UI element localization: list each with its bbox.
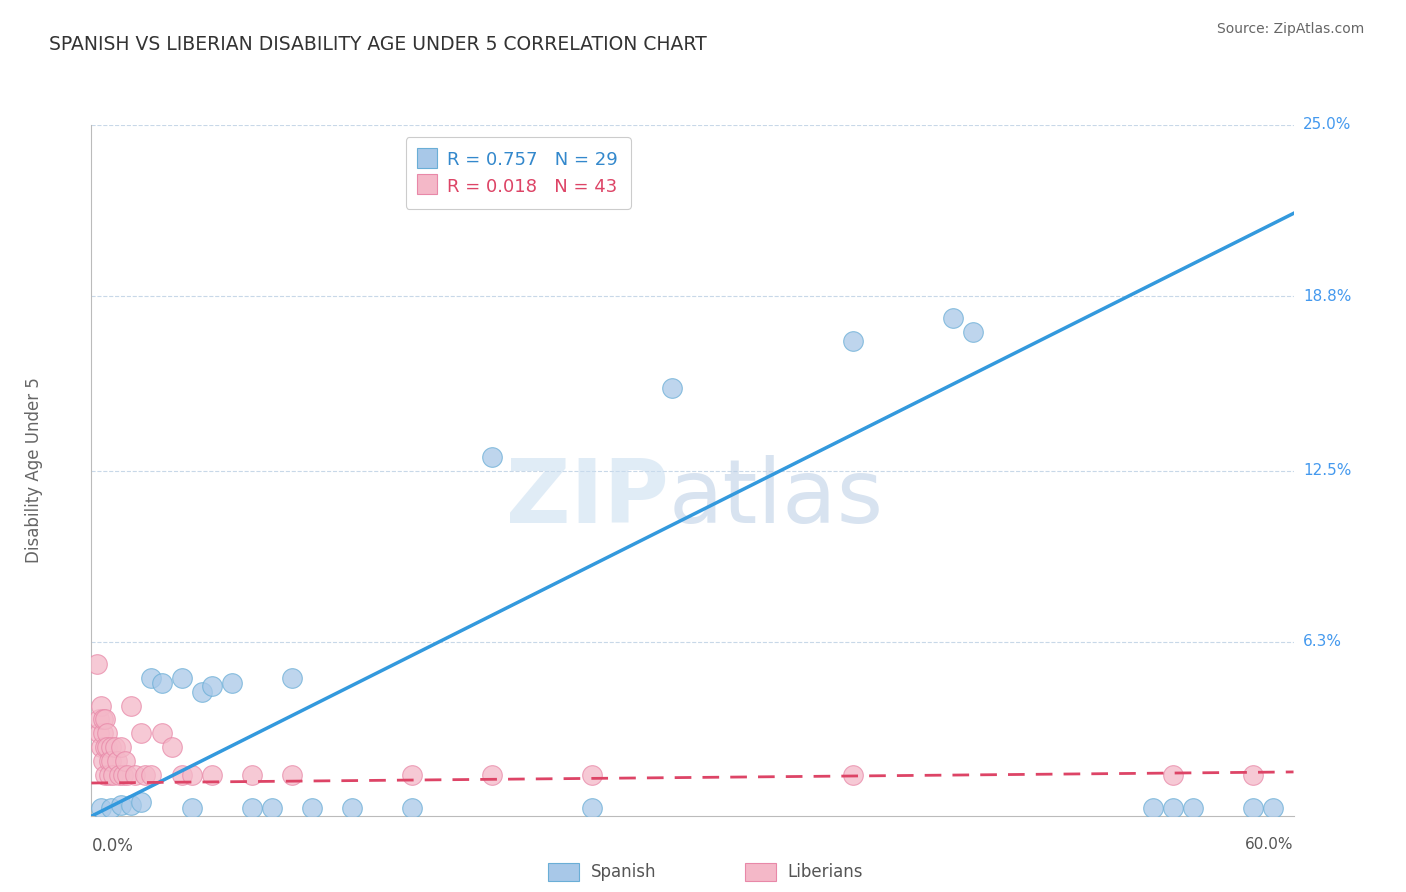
Point xyxy=(124,767,146,781)
Point xyxy=(94,712,117,726)
Point xyxy=(180,767,202,781)
Point xyxy=(110,740,132,755)
Point xyxy=(107,754,129,768)
Text: 6.3%: 6.3% xyxy=(1303,634,1343,649)
Text: 60.0%: 60.0% xyxy=(1246,837,1294,852)
Point xyxy=(201,679,224,693)
Point xyxy=(201,767,224,781)
Point xyxy=(221,676,243,690)
Point xyxy=(104,740,127,755)
Point xyxy=(121,698,143,713)
Legend: R = 0.757   N = 29, R = 0.018   N = 43: R = 0.757 N = 29, R = 0.018 N = 43 xyxy=(406,137,631,209)
Point xyxy=(401,801,423,815)
Point xyxy=(190,685,212,699)
Text: ZIP: ZIP xyxy=(506,455,668,541)
Point xyxy=(86,657,108,671)
Point xyxy=(240,767,263,781)
Point xyxy=(1263,801,1285,815)
Point xyxy=(112,767,135,781)
Point xyxy=(98,767,121,781)
Point xyxy=(114,754,136,768)
Text: 18.8%: 18.8% xyxy=(1303,289,1351,304)
Point xyxy=(581,801,603,815)
Point xyxy=(89,712,111,726)
Point xyxy=(160,740,183,755)
Point xyxy=(1182,801,1205,815)
Point xyxy=(103,767,125,781)
Point xyxy=(131,726,153,740)
Point xyxy=(110,798,132,813)
Point xyxy=(281,671,304,685)
Point xyxy=(96,726,118,740)
Point xyxy=(134,767,156,781)
Point xyxy=(150,726,173,740)
Point xyxy=(962,326,984,340)
Point xyxy=(98,754,121,768)
Point xyxy=(1163,801,1185,815)
Point xyxy=(260,801,283,815)
Point xyxy=(1243,801,1265,815)
Point xyxy=(90,698,112,713)
Point xyxy=(180,801,202,815)
Text: 0.0%: 0.0% xyxy=(91,837,134,855)
Point xyxy=(581,767,603,781)
Point xyxy=(141,671,163,685)
Point xyxy=(93,712,115,726)
Point xyxy=(100,801,122,815)
Point xyxy=(1142,801,1164,815)
Point xyxy=(1163,767,1185,781)
Point xyxy=(100,740,122,755)
Point xyxy=(90,740,112,755)
Point xyxy=(89,726,111,740)
Text: atlas: atlas xyxy=(668,455,883,541)
Text: Disability Age Under 5: Disability Age Under 5 xyxy=(25,377,42,564)
Point xyxy=(96,740,118,755)
Point xyxy=(121,798,143,813)
Point xyxy=(170,767,193,781)
Point xyxy=(170,671,193,685)
Point xyxy=(942,311,965,326)
Text: SPANISH VS LIBERIAN DISABILITY AGE UNDER 5 CORRELATION CHART: SPANISH VS LIBERIAN DISABILITY AGE UNDER… xyxy=(49,35,707,54)
Text: 25.0%: 25.0% xyxy=(1303,118,1351,132)
Text: Liberians: Liberians xyxy=(787,863,863,881)
Point xyxy=(93,726,115,740)
Text: Spanish: Spanish xyxy=(591,863,657,881)
Point xyxy=(131,796,153,810)
Point xyxy=(141,767,163,781)
Point xyxy=(281,767,304,781)
Point xyxy=(240,801,263,815)
Point xyxy=(93,754,115,768)
Point xyxy=(481,450,503,464)
Point xyxy=(94,740,117,755)
Point xyxy=(340,801,363,815)
Point xyxy=(150,676,173,690)
Point xyxy=(90,801,112,815)
Point xyxy=(661,380,683,394)
Point xyxy=(117,767,139,781)
Point xyxy=(1243,767,1265,781)
Point xyxy=(401,767,423,781)
Point xyxy=(841,767,863,781)
Point xyxy=(94,767,117,781)
Point xyxy=(481,767,503,781)
Point xyxy=(841,334,863,348)
Point xyxy=(301,801,323,815)
Point xyxy=(108,767,131,781)
Point xyxy=(100,754,122,768)
Text: 12.5%: 12.5% xyxy=(1303,463,1351,478)
Text: Source: ZipAtlas.com: Source: ZipAtlas.com xyxy=(1216,21,1364,36)
